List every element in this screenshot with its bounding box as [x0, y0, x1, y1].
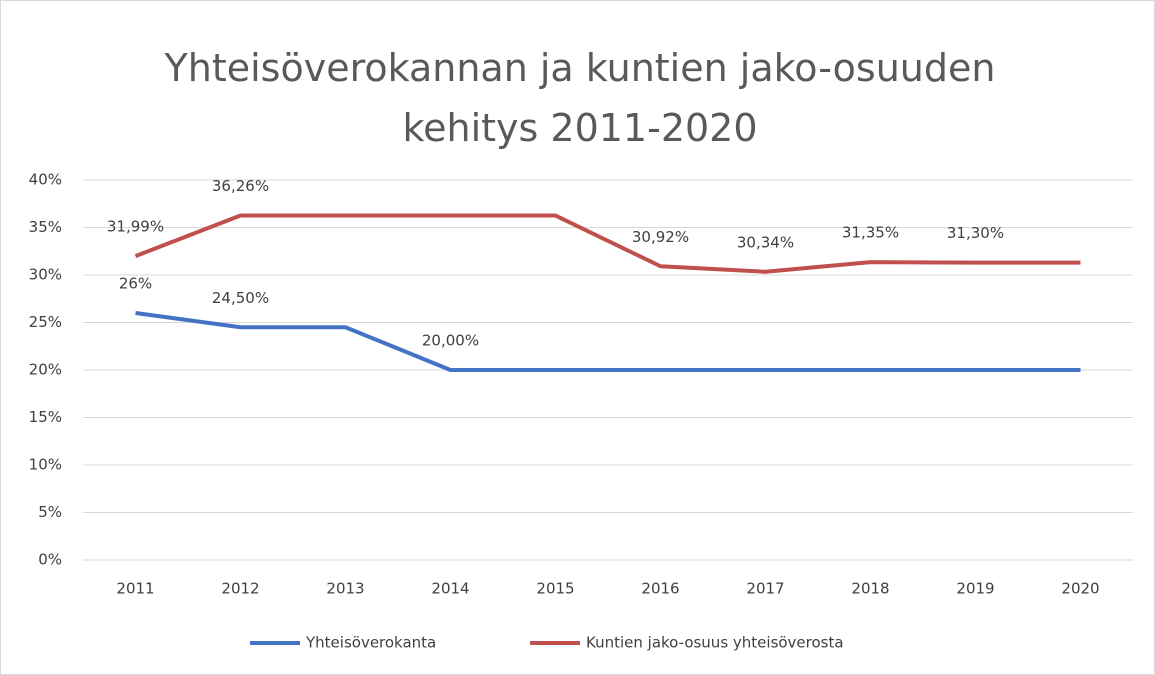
data-label: 31,30%: [947, 224, 1004, 242]
x-tick-label: 2018: [851, 580, 889, 598]
legend-label: Kuntien jako-osuus yhteisöverosta: [586, 634, 844, 652]
data-label: 30,34%: [737, 233, 794, 251]
x-tick-label: 2017: [746, 580, 784, 598]
y-tick-label: 5%: [38, 503, 62, 521]
x-tick-label: 2012: [221, 580, 259, 598]
series-line: [134, 213, 1081, 274]
y-tick-label: 10%: [29, 456, 62, 474]
x-tick-label: 2015: [536, 580, 574, 598]
data-label: 20,00%: [422, 332, 479, 350]
x-tick-label: 2014: [431, 580, 469, 598]
y-tick-label: 40%: [29, 171, 62, 189]
chart-title: Yhteisöverokannan ja kuntien jako-osuude…: [164, 46, 996, 150]
data-label: 31,99%: [107, 218, 164, 236]
x-tick-label: 2013: [326, 580, 364, 598]
data-label: 26%: [119, 275, 152, 293]
y-tick-label: 25%: [29, 313, 62, 331]
legend-label: Yhteisöverokanta: [305, 634, 436, 652]
y-tick-label: 15%: [29, 408, 62, 426]
y-tick-label: 20%: [29, 361, 62, 379]
data-label: 31,35%: [842, 224, 899, 242]
y-tick-label: 30%: [29, 266, 62, 284]
x-tick-label: 2020: [1061, 580, 1099, 598]
series-line: [135, 311, 1081, 372]
y-tick-label: 35%: [29, 218, 62, 236]
x-tick-label: 2019: [956, 580, 994, 598]
y-tick-label: 0%: [38, 551, 62, 569]
x-tick-label: 2016: [641, 580, 679, 598]
data-label: 36,26%: [212, 177, 269, 195]
data-label: 30,92%: [632, 228, 689, 246]
data-label: 24,50%: [212, 289, 269, 307]
x-tick-label: 2011: [116, 580, 154, 598]
